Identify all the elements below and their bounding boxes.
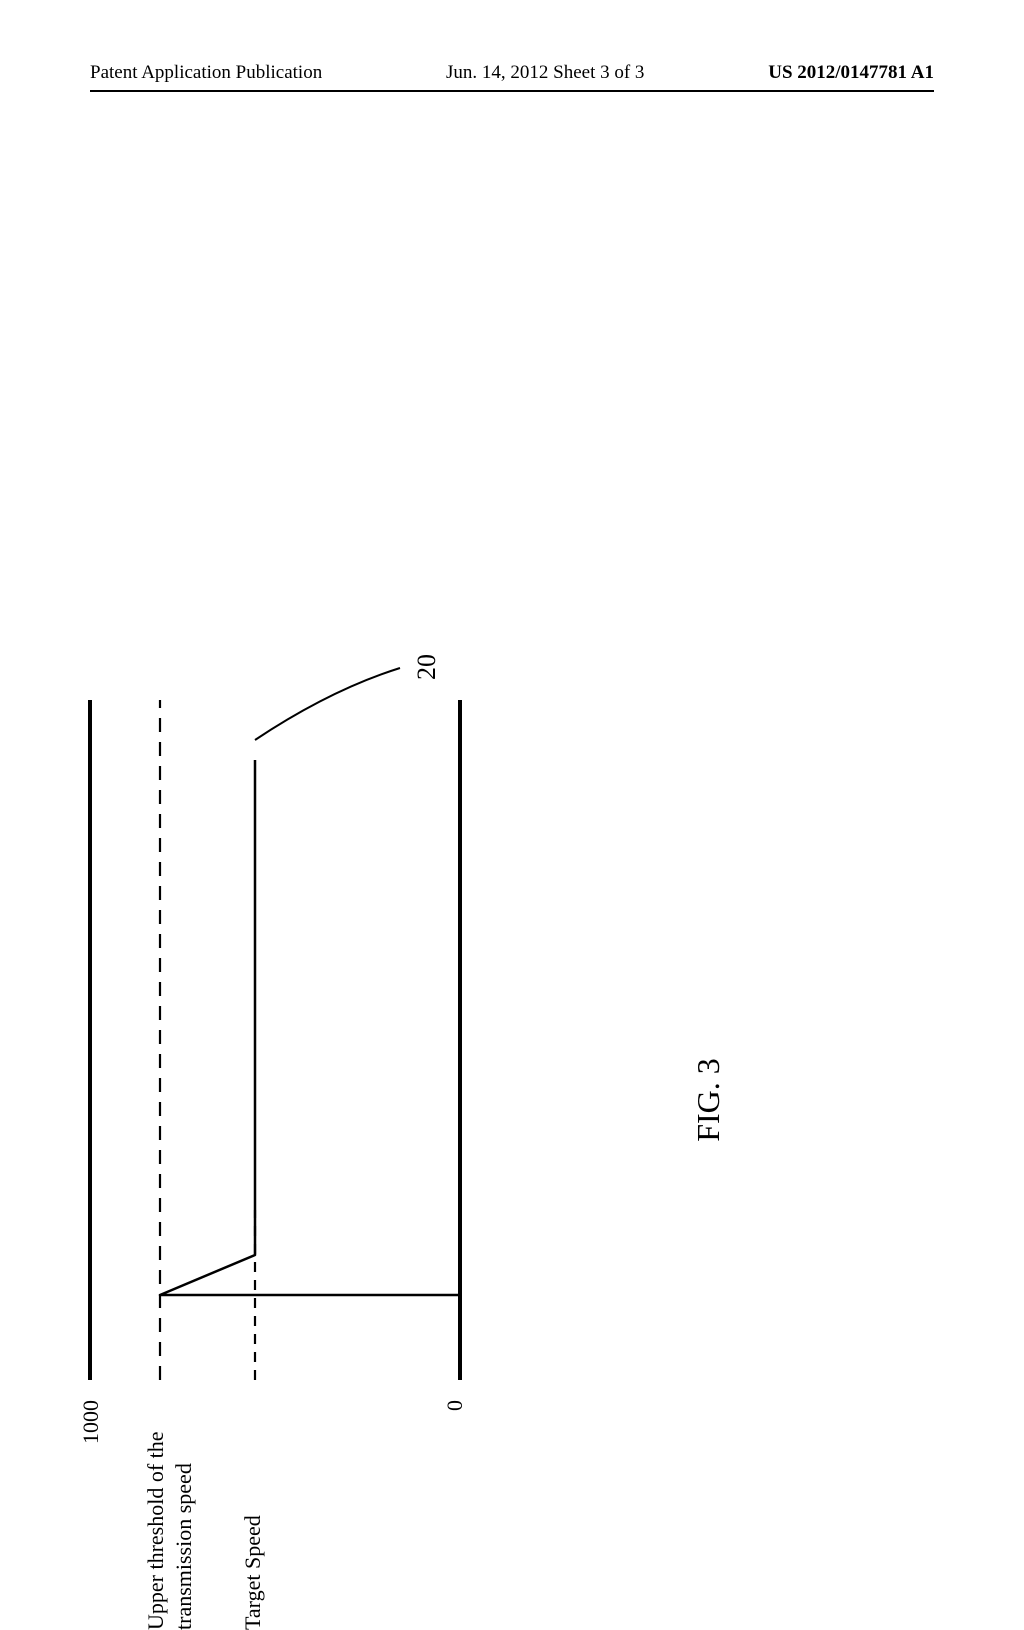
figure-area: 1000 Upper threshold of the transmission… <box>90 140 934 1100</box>
header-row: Patent Application Publication Jun. 14, … <box>90 62 934 84</box>
curve-leader-line <box>255 668 400 740</box>
y-label-bottom: 0 <box>442 1400 468 1411</box>
header-rule <box>90 90 934 92</box>
curve-label: 20 <box>412 654 441 680</box>
y-label-upper-threshold-line2: transmission speed <box>171 1463 196 1630</box>
chart-svg: 20 <box>90 620 520 1380</box>
header-left: Patent Application Publication <box>90 62 322 84</box>
speed-curve <box>160 760 460 1380</box>
chart: 1000 Upper threshold of the transmission… <box>90 700 520 1380</box>
header-center: Jun. 14, 2012 Sheet 3 of 3 <box>446 62 644 84</box>
figure-caption: FIG. 3 <box>690 620 727 1580</box>
y-label-upper-threshold-line1: Upper threshold of the <box>143 1431 168 1630</box>
page-header: Patent Application Publication Jun. 14, … <box>0 62 1024 92</box>
header-right: US 2012/0147781 A1 <box>768 62 934 84</box>
y-label-upper-threshold: Upper threshold of the transmission spee… <box>142 1390 197 1630</box>
figure-rotated-content: 1000 Upper threshold of the transmission… <box>50 620 894 1580</box>
y-label-target-speed: Target Speed <box>240 1390 266 1630</box>
y-label-top: 1000 <box>78 1400 104 1444</box>
